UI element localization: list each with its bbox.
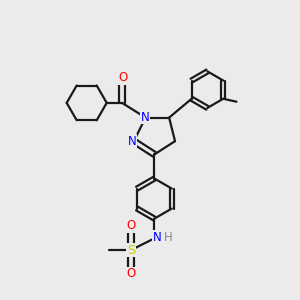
Text: O: O	[118, 71, 127, 84]
Text: H: H	[164, 231, 173, 244]
Text: O: O	[127, 219, 136, 232]
Text: S: S	[127, 244, 135, 256]
Text: N: N	[153, 231, 162, 244]
Text: N: N	[141, 110, 149, 124]
Text: N: N	[128, 135, 136, 148]
Text: O: O	[127, 267, 136, 280]
